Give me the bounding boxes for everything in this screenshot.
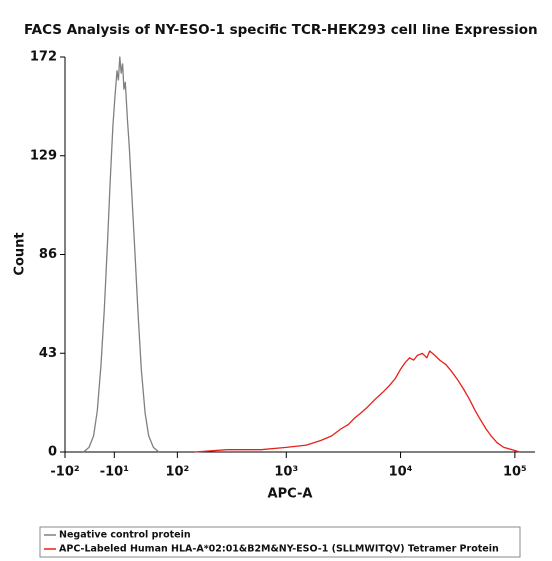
x-axis-label: APC-A: [268, 487, 313, 502]
y-tick-label: 172: [30, 50, 57, 65]
legend-label: Negative control protein: [59, 530, 191, 541]
y-tick-label: 86: [39, 247, 57, 262]
histogram-line: [194, 350, 520, 453]
y-tick-label: 129: [30, 148, 57, 163]
chart-title: FACS Analysis of NY-ESO-1 specific TCR-H…: [24, 22, 538, 38]
histogram-line: [83, 56, 160, 453]
y-axis-label: Count: [13, 232, 28, 275]
legend-box: [39, 526, 521, 558]
x-tick-label: 10³: [274, 465, 298, 480]
legend-label: APC-Labeled Human HLA-A*02:01&B2M&NY-ESO…: [59, 544, 499, 555]
y-tick-label: 43: [39, 346, 57, 361]
x-tick-label: 10⁴: [389, 465, 413, 480]
y-tick-label: 0: [48, 445, 57, 460]
x-tick-label: 10⁵: [503, 465, 527, 480]
x-tick-label: -10²: [50, 465, 79, 480]
x-tick-label: 10²: [165, 465, 189, 480]
x-tick-label: -10¹: [100, 465, 129, 480]
